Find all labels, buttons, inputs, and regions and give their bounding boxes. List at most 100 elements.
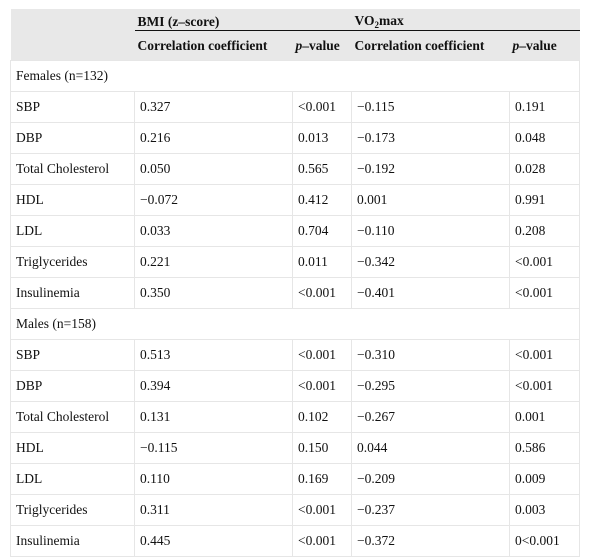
- vo2-correlation-cell: −0.401: [351, 277, 510, 309]
- vo2-pvalue-cell: 0.191: [508, 91, 581, 123]
- vo2-correlation-cell: −0.115: [351, 91, 510, 123]
- table-body: Females (n=132) SBP 0.327 <0.001 −0.115 0.191…: [9, 60, 581, 557]
- bmi-correlation-cell: 0.216: [134, 122, 293, 154]
- bmi-pvalue-cell: 0.102: [292, 401, 352, 433]
- header-vo2-correlation: Correlation coefficient: [351, 30, 510, 61]
- table-row: HDL −0.115 0.150 0.044 0.586: [10, 432, 581, 464]
- table-row: Triglycerides 0.311 <0.001 −0.237 0.003: [10, 494, 581, 526]
- vo2-pvalue-cell: 0.028: [508, 153, 581, 185]
- bmi-correlation-cell: 0.033: [134, 215, 293, 247]
- bmi-correlation-cell: 0.050: [134, 153, 293, 185]
- section-label: Females (n=132): [9, 60, 581, 92]
- variable-cell: Insulinemia: [10, 525, 135, 557]
- bmi-pvalue-cell: <0.001: [292, 370, 352, 402]
- bmi-pvalue-cell: 0.150: [292, 432, 352, 464]
- bmi-pvalue-cell: <0.001: [292, 91, 352, 123]
- table-row: Total Cholesterol 0.131 0.102 −0.267 0.001: [10, 401, 581, 433]
- table-row: DBP 0.216 0.013 −0.173 0.048: [10, 122, 581, 154]
- vo2-pvalue-cell: 0.003: [508, 494, 581, 526]
- vo2-correlation-cell: −0.209: [351, 463, 510, 495]
- variable-cell: LDL: [10, 215, 135, 247]
- vo2-pvalue-cell: <0.001: [508, 277, 581, 309]
- table-row: DBP 0.394 <0.001 −0.295 <0.001: [10, 370, 581, 402]
- header-empty-cell: [10, 30, 135, 61]
- p-italic: p: [512, 37, 520, 53]
- vo2-correlation-cell: −0.310: [351, 339, 510, 371]
- variable-cell: HDL: [10, 432, 135, 464]
- vo2-pvalue-cell: 0.991: [508, 184, 581, 216]
- vo2-pvalue-cell: 0.048: [508, 122, 581, 154]
- header-vo2-pvalue: p–value: [509, 30, 580, 61]
- p-rest: –value: [302, 37, 340, 53]
- variable-cell: Total Cholesterol: [10, 153, 135, 185]
- section-header-row: Females (n=132): [9, 60, 581, 92]
- vo2-correlation-cell: −0.237: [351, 494, 510, 526]
- vo2-correlation-cell: 0.001: [351, 184, 510, 216]
- bmi-pvalue-cell: 0.412: [292, 184, 352, 216]
- bmi-pvalue-cell: 0.565: [292, 153, 352, 185]
- correlation-table: BMI (z–score) VO2max Correlation coeffic…: [9, 9, 581, 557]
- vo2-pvalue-cell: <0.001: [508, 339, 581, 371]
- header-group-vo2max: VO2max: [351, 9, 580, 31]
- vo2-correlation-cell: −0.372: [351, 525, 510, 557]
- table-row: Total Cholesterol 0.050 0.565 −0.192 0.028: [10, 153, 581, 185]
- variable-cell: DBP: [10, 122, 135, 154]
- variable-cell: DBP: [10, 370, 135, 402]
- bmi-correlation-cell: 0.131: [134, 401, 293, 433]
- vo2-correlation-cell: −0.192: [351, 153, 510, 185]
- bmi-correlation-cell: −0.072: [134, 184, 293, 216]
- bmi-correlation-cell: 0.513: [134, 339, 293, 371]
- table-row: Insulinemia 0.350 <0.001 −0.401 <0.001: [10, 277, 581, 309]
- table-row: SBP 0.513 <0.001 −0.310 <0.001: [10, 339, 581, 371]
- bmi-pvalue-cell: 0.704: [292, 215, 352, 247]
- vo2-correlation-cell: −0.342: [351, 246, 510, 278]
- variable-cell: SBP: [10, 339, 135, 371]
- bmi-pvalue-cell: <0.001: [292, 494, 352, 526]
- variable-cell: SBP: [10, 91, 135, 123]
- vo2-pvalue-cell: 0.208: [508, 215, 581, 247]
- table-row: LDL 0.110 0.169 −0.209 0.009: [10, 463, 581, 495]
- bmi-pvalue-cell: <0.001: [292, 525, 352, 557]
- header-row-groups: BMI (z–score) VO2max: [10, 9, 580, 31]
- bmi-correlation-cell: 0.311: [134, 494, 293, 526]
- vo2max-prefix: VO: [354, 13, 375, 28]
- variable-cell: Total Cholesterol: [10, 401, 135, 433]
- bmi-pvalue-cell: <0.001: [292, 339, 352, 371]
- variable-cell: LDL: [10, 463, 135, 495]
- bmi-pvalue-cell: 0.011: [292, 246, 352, 278]
- table-row: SBP 0.327 <0.001 −0.115 0.191: [10, 91, 581, 123]
- bmi-correlation-cell: −0.115: [134, 432, 293, 464]
- vo2-pvalue-cell: 0.586: [508, 432, 581, 464]
- table-row: LDL 0.033 0.704 −0.110 0.208: [10, 215, 581, 247]
- variable-cell: Insulinemia: [10, 277, 135, 309]
- bmi-pvalue-cell: 0.013: [292, 122, 352, 154]
- section-header-row: Males (n=158): [9, 308, 581, 340]
- vo2-correlation-cell: −0.110: [351, 215, 510, 247]
- header-empty-cell: [10, 9, 135, 31]
- table-row: Triglycerides 0.221 0.011 −0.342 <0.001: [10, 246, 581, 278]
- bmi-correlation-cell: 0.221: [134, 246, 293, 278]
- bmi-correlation-cell: 0.110: [134, 463, 293, 495]
- vo2-pvalue-cell: <0.001: [508, 246, 581, 278]
- header-bmi-pvalue: p–value: [292, 30, 352, 61]
- section-label: Males (n=158): [9, 308, 581, 340]
- bmi-correlation-cell: 0.350: [134, 277, 293, 309]
- p-italic: p: [295, 37, 303, 53]
- vo2-pvalue-cell: <0.001: [508, 370, 581, 402]
- bmi-correlation-cell: 0.445: [134, 525, 293, 557]
- table-row: Insulinemia 0.445 <0.001 −0.372 0<0.001: [10, 525, 581, 557]
- vo2max-subscript: 2: [374, 20, 379, 30]
- vo2-correlation-cell: 0.044: [351, 432, 510, 464]
- header-group-bmi: BMI (z–score): [134, 9, 352, 31]
- table-row: HDL −0.072 0.412 0.001 0.991: [10, 184, 581, 216]
- header-row-columns: Correlation coefficient p–value Correlat…: [10, 30, 580, 61]
- variable-cell: Triglycerides: [10, 494, 135, 526]
- vo2-correlation-cell: −0.295: [351, 370, 510, 402]
- bmi-correlation-cell: 0.327: [134, 91, 293, 123]
- vo2max-suffix: max: [378, 13, 404, 28]
- bmi-pvalue-cell: <0.001: [292, 277, 352, 309]
- vo2-correlation-cell: −0.267: [351, 401, 510, 433]
- variable-cell: Triglycerides: [10, 246, 135, 278]
- vo2-pvalue-cell: 0.001: [508, 401, 581, 433]
- vo2-pvalue-cell: 0<0.001: [508, 525, 581, 557]
